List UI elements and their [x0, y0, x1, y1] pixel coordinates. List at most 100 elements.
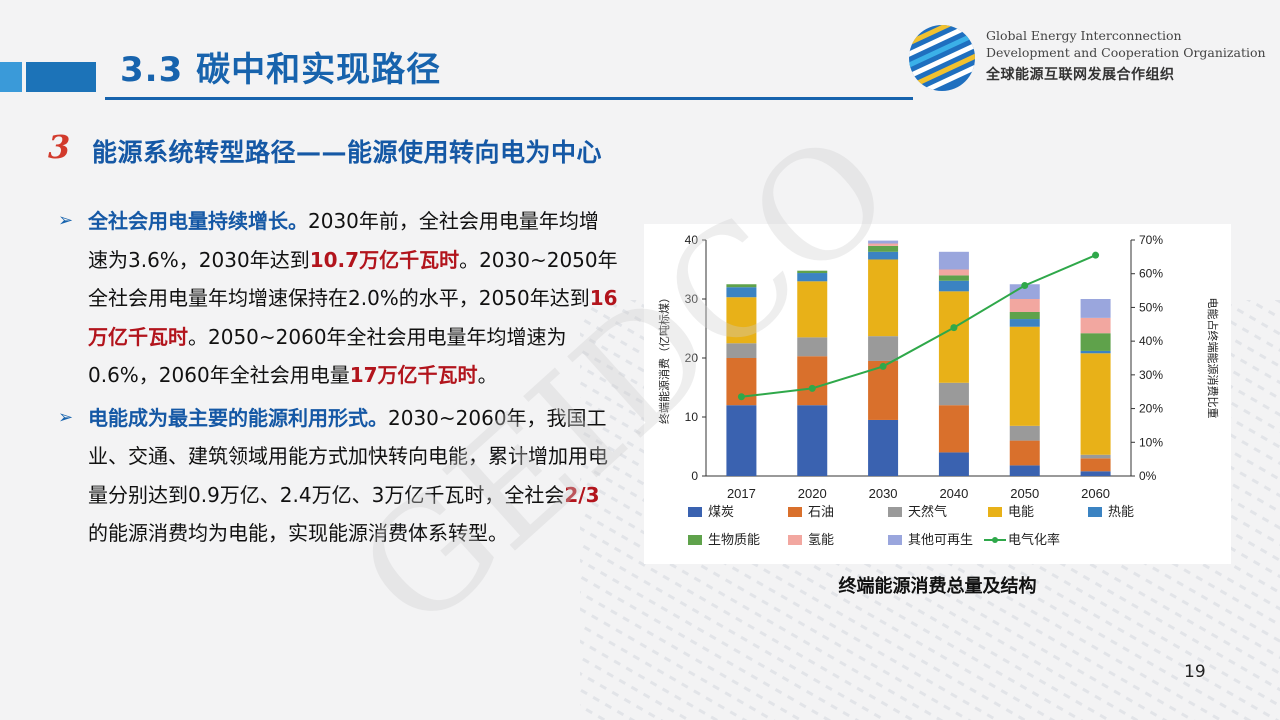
bullet-arrow-icon: ➢ [58, 210, 74, 231]
bullet-paragraph: ➢ 全社会用电量持续增长。2030年前，全社会用电量年均增速为3.6%，2030… [58, 202, 618, 395]
bar-segment [797, 337, 828, 357]
bar-segment [797, 405, 828, 476]
org-name-english-line2: Development and Cooperation Organization [986, 45, 1266, 60]
bar-segment [938, 269, 969, 276]
page-number: 19 [1184, 662, 1206, 682]
bar-segment [797, 281, 828, 338]
bar-segment [868, 251, 899, 260]
y-tick-label: 30 [685, 292, 699, 306]
y-tick-label: 20 [685, 351, 699, 365]
legend-label: 电气化率 [1008, 532, 1060, 548]
y2-tick-label: 10% [1139, 435, 1163, 449]
text-run: 2030~2060年，我国工业、交通、建筑领域用能方式加快转向电能，累计增加用电… [88, 405, 608, 507]
bar-segment [868, 243, 899, 246]
bar-segment [1080, 471, 1111, 476]
bar-segment [1009, 326, 1040, 426]
y-tick-label: 0 [691, 469, 698, 483]
y-axis-label: 终端能源消费（亿吨标煤） [657, 292, 671, 424]
geidco-globe-logo [909, 25, 975, 91]
legend-label: 天然气 [908, 504, 947, 520]
bar-segment [938, 405, 969, 453]
y2-tick-label: 40% [1139, 334, 1163, 348]
bar-segment [868, 245, 899, 252]
bar-segment [1080, 458, 1111, 472]
legend-label: 其他可再生 [908, 533, 973, 548]
bar-segment [1080, 454, 1111, 459]
bar-segment [1080, 353, 1111, 455]
bar-segment [938, 291, 969, 383]
page-title: 3.3 碳中和实现路径 [120, 50, 442, 90]
bar-segment [797, 270, 828, 274]
section-heading: 能源系统转型路径——能源使用转向电为中心 [92, 138, 603, 167]
y2-tick-label: 20% [1139, 402, 1163, 416]
x-tick-label: 2060 [1081, 486, 1110, 501]
bullet-paragraph: ➢ 电能成为最主要的能源利用形式。2030~2060年，我国工业、交通、建筑领域… [58, 399, 618, 553]
bar-segment [726, 343, 757, 358]
x-tick-label: 2030 [869, 486, 898, 501]
bar-segment [868, 360, 899, 420]
bar-segment [1080, 299, 1111, 318]
bar-segment [797, 273, 828, 282]
chart-title: 终端能源消费总量及结构 [838, 576, 1037, 597]
legend-swatch [688, 507, 702, 517]
org-name-english-line1: Global Energy Interconnection [986, 28, 1182, 43]
header-accent-light [0, 62, 22, 92]
legend-label: 电能 [1008, 505, 1034, 520]
line-point [1092, 251, 1100, 259]
text-run: 2030年前，全社会用电量年均增速为3.6%，2030年达到 [88, 209, 599, 272]
bar-segment [1009, 299, 1040, 312]
section-number: 3 [48, 128, 71, 166]
text-run: 的能源消费均为电能，实现能源消费体系转型。 [88, 521, 508, 545]
bar-segment [938, 382, 969, 406]
line-point [879, 362, 887, 370]
bar-segment [868, 419, 899, 476]
org-name-chinese: 全球能源互联网发展合作组织 [986, 67, 1175, 83]
y2-tick-label: 70% [1139, 233, 1163, 247]
legend-label: 煤炭 [708, 505, 734, 520]
bar-segment [1009, 319, 1040, 327]
bar-segment [1009, 465, 1040, 476]
legend-swatch [788, 535, 802, 545]
bar-segment [1080, 317, 1111, 334]
x-tick-label: 2040 [939, 486, 968, 501]
bar-segment [726, 297, 757, 344]
bar-segment [1009, 284, 1040, 299]
legend-label: 热能 [1108, 505, 1134, 520]
line-point [737, 393, 745, 401]
text-run: 10.7万亿千瓦时 [309, 247, 460, 272]
text-run: 16万亿千瓦时 [88, 286, 618, 349]
x-tick-label: 2020 [798, 486, 827, 501]
y2-axis-label: 电能占终端能源消费比重 [1206, 298, 1220, 419]
legend-swatch [888, 535, 902, 545]
bar-segment [868, 259, 899, 337]
y2-tick-label: 50% [1139, 300, 1163, 314]
bar-segment [938, 280, 969, 292]
bullet-arrow-icon: ➢ [58, 406, 74, 428]
bar-segment [938, 452, 969, 476]
bar-segment [726, 284, 757, 288]
header-accent-dark [26, 62, 96, 92]
legend-swatch [688, 535, 702, 545]
bar-segment [868, 336, 899, 361]
bar-segment [1009, 311, 1040, 320]
bar-segment [1009, 425, 1040, 441]
text-run: 。 [477, 363, 498, 387]
bar-segment [938, 275, 969, 281]
bar-segment [797, 356, 828, 406]
paragraph-runs: 全社会用电量持续增长。2030年前，全社会用电量年均增速为3.6%，2030年达… [88, 209, 618, 387]
bar-segment [1080, 350, 1111, 354]
paragraph-runs: 电能成为最主要的能源利用形式。2030~2060年，我国工业、交通、建筑领域用能… [88, 406, 608, 546]
bar-segment [1009, 440, 1040, 466]
x-tick-label: 2050 [1010, 486, 1039, 501]
chart-card: 0 10 20 30 40 0% 10% 20% 30% 40% 50% 60% 70% 终端能源消费（亿… [644, 224, 1231, 564]
bar-segment [938, 251, 969, 270]
legend-label: 石油 [808, 505, 834, 520]
y-tick-label: 10 [685, 410, 699, 424]
stacked-bar-chart: 0102030400%10%20%30%40%50%60%70%终端能源消费（亿… [657, 233, 1220, 548]
org-name-english: Global Energy Interconnection Developmen… [986, 27, 1266, 61]
legend-label: 氢能 [808, 533, 834, 548]
bar-segment [726, 287, 757, 298]
y2-tick-label: 0% [1139, 469, 1157, 483]
y2-tick-label: 30% [1139, 368, 1163, 382]
